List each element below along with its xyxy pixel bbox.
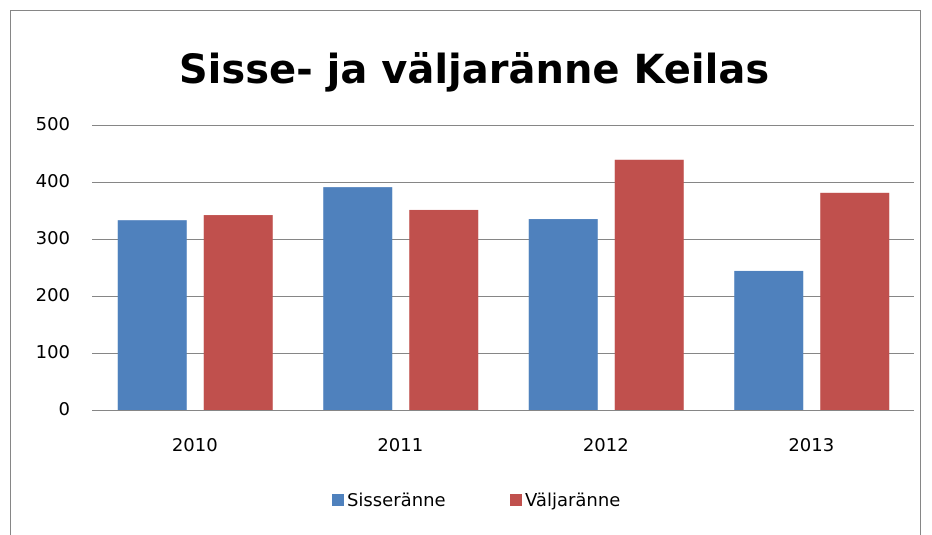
- y-tick-label: 400: [36, 171, 70, 192]
- y-tick-label: 200: [36, 285, 70, 306]
- bar: [117, 220, 187, 410]
- bar: [734, 270, 804, 410]
- chart-title: Sisse- ja väljaränne Keilas: [179, 47, 769, 93]
- y-tick-label: 500: [36, 114, 70, 135]
- bar: [323, 187, 393, 410]
- bar: [614, 159, 684, 410]
- legend-label: Sisseränne: [347, 490, 446, 511]
- legend-swatch: [332, 494, 344, 506]
- y-tick-label: 100: [36, 342, 70, 363]
- bar: [203, 215, 273, 410]
- x-tick-label: 2010: [172, 435, 218, 456]
- x-tick-label: 2011: [377, 435, 423, 456]
- bar: [820, 192, 890, 410]
- bar: [528, 219, 598, 410]
- legend-swatch: [510, 494, 522, 506]
- y-tick-label: 300: [36, 228, 70, 249]
- bar: [409, 209, 479, 410]
- legend-label: Väljaränne: [525, 490, 620, 511]
- x-tick-label: 2012: [583, 435, 629, 456]
- y-tick-label: 0: [59, 399, 70, 420]
- x-tick-label: 2013: [788, 435, 834, 456]
